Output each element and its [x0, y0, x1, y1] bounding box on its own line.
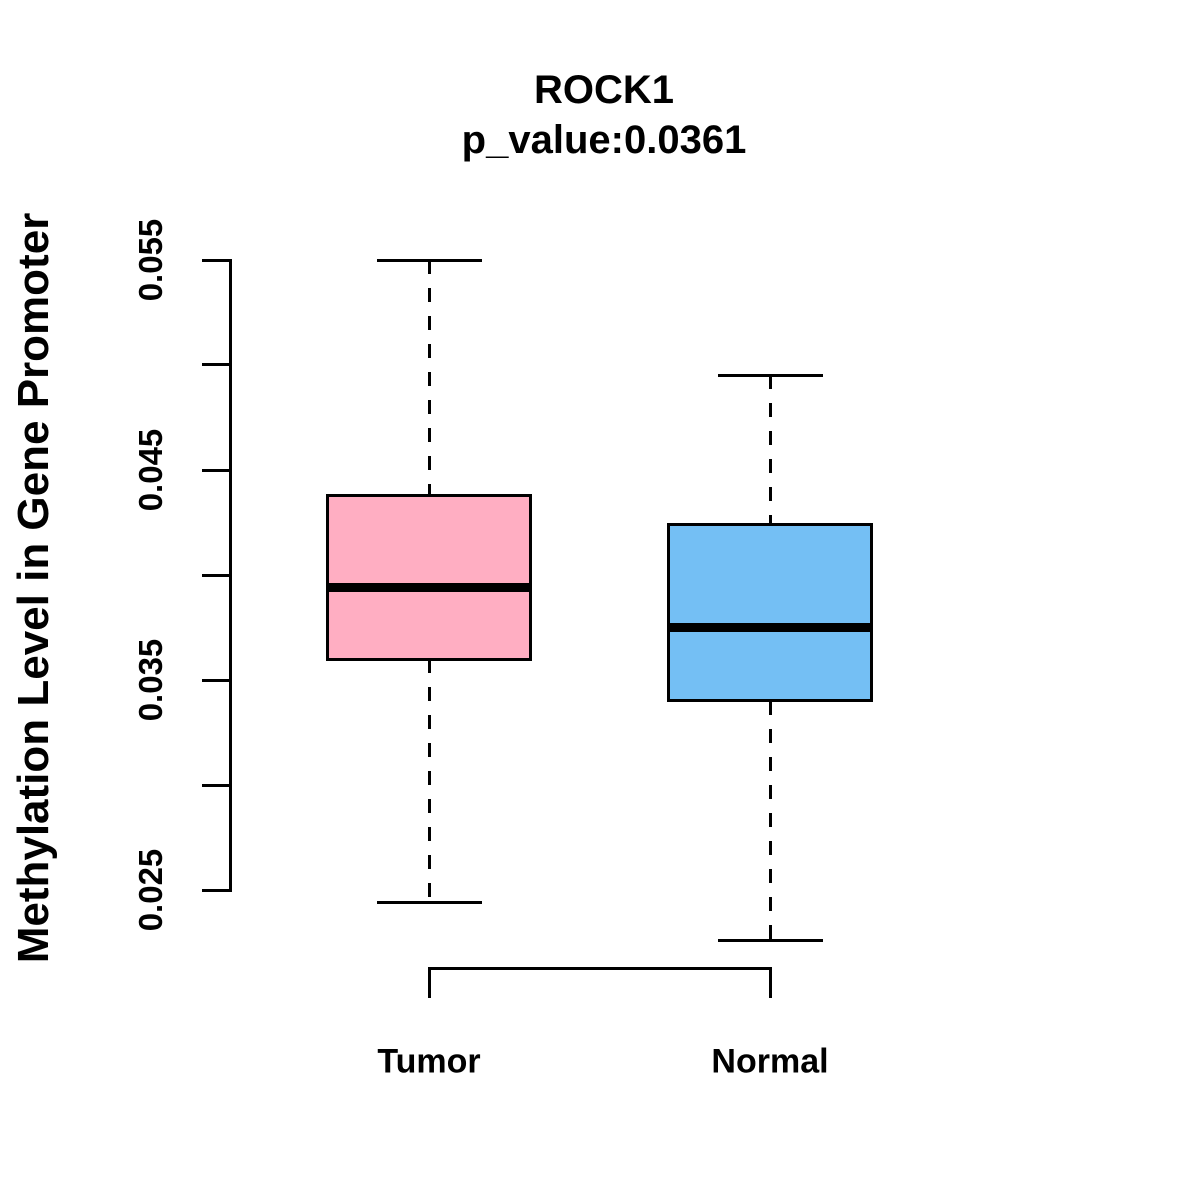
box-tumor [326, 494, 532, 661]
y-axis-tick [202, 784, 230, 787]
whisker-cap-upper-tumor [377, 259, 482, 262]
y-axis-tick-label: 0.035 [132, 638, 169, 722]
box-normal [667, 523, 873, 702]
median-line-normal [667, 623, 873, 632]
whisker-lower-tumor [428, 659, 431, 903]
y-axis-tick [202, 469, 230, 472]
y-axis-tick [202, 889, 230, 892]
whisker-cap-lower-normal [718, 939, 823, 942]
y-axis-tick-label: 0.025 [132, 848, 169, 932]
x-axis-tick-normal [769, 967, 772, 998]
whisker-upper-tumor [428, 260, 431, 495]
chart-title: ROCK1 [533, 68, 675, 112]
x-axis-line [428, 967, 772, 970]
y-axis-tick [202, 679, 230, 682]
x-axis-tick-tumor [428, 967, 431, 998]
y-axis-tick [202, 259, 230, 262]
y-axis-tick [202, 574, 230, 577]
y-axis-title: Methylation Level in Gene Promoter [9, 212, 58, 964]
whisker-upper-normal [769, 375, 772, 524]
whisker-lower-normal [769, 701, 772, 940]
y-axis-tick-label: 0.055 [132, 218, 169, 302]
y-axis-tick-label: 0.045 [132, 428, 169, 512]
y-axis-line [229, 259, 232, 892]
x-category-label-normal: Normal [711, 1042, 829, 1081]
whisker-cap-upper-normal [718, 374, 823, 377]
x-category-label-tumor: Tumor [377, 1042, 481, 1081]
median-line-tumor [326, 583, 532, 592]
chart-subtitle-pvalue: p_value:0.0361 [461, 118, 747, 162]
y-axis-tick [202, 363, 230, 366]
whisker-cap-lower-tumor [377, 901, 482, 904]
